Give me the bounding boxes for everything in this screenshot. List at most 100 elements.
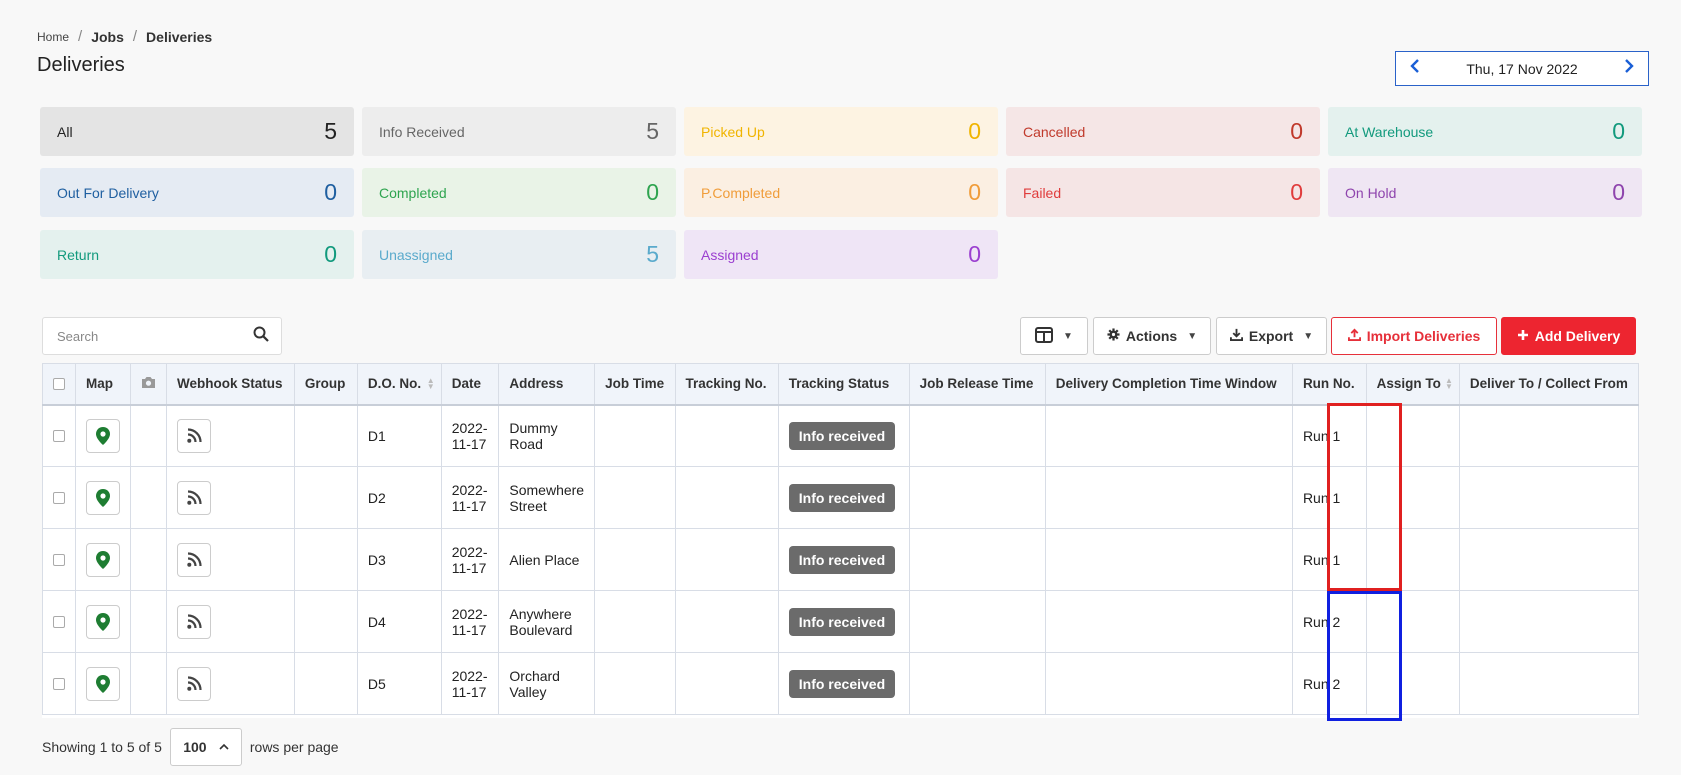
column-label: Assign To [1376,376,1441,392]
map-cell [75,404,131,467]
sort-icon[interactable]: ▲ ▼ [1444,376,1453,391]
table-row[interactable]: D4 2022-11-17 Anywhere Boulevard Info recei… [42,590,1639,653]
column-toggle-button[interactable]: ▼ [1020,317,1088,355]
column-header[interactable]: Map [75,363,131,406]
table-row[interactable]: D2 2022-11-17 Somewhere Street Info receive… [42,466,1639,529]
column-header[interactable]: Job Time [594,363,676,406]
status-card[interactable]: Picked Up 0 [684,107,998,156]
column-header[interactable]: Deliver To / Collect From [1458,363,1639,406]
search-input[interactable] [55,327,225,345]
status-card[interactable]: Unassigned 5 [362,230,676,279]
column-header[interactable]: D.O. No. ▲ ▼ [356,363,442,406]
status-card-count: 0 [968,179,981,205]
select-all-checkbox[interactable] [53,377,65,390]
status-card-count: 0 [1612,179,1625,205]
table-row[interactable]: D1 2022-11-17 Dummy Road Info received Run 1 [42,404,1639,467]
status-card-label: Return [57,246,100,263]
row-checkbox[interactable] [53,553,65,566]
deliver-to-cell [1458,466,1639,529]
deliveries-table-container: Map Webhook Status Group D.O. No. ▲ ▼ Date… [42,363,1639,718]
map-pin-icon[interactable] [86,604,120,639]
rss-icon[interactable] [177,418,211,453]
status-card[interactable]: Completed 0 [362,168,676,217]
export-button[interactable]: Export ▼ [1216,317,1327,355]
row-checkbox[interactable] [53,429,65,442]
status-card-count: 0 [968,241,981,267]
tracking-status-cell: Info received [777,652,910,715]
status-card[interactable]: On Hold 0 [1328,168,1642,217]
status-card[interactable]: Out For Delivery 0 [40,168,354,217]
status-card[interactable]: All 5 [40,107,354,156]
column-header[interactable]: Date [440,363,500,406]
status-card[interactable]: Return 0 [40,230,354,279]
column-header[interactable]: Delivery Completion Time Window [1044,363,1293,406]
completion-window-cell [1044,590,1293,653]
status-card-count: 0 [1290,118,1303,144]
column-header[interactable]: Address [498,363,596,406]
status-card[interactable]: P.Completed 0 [684,168,998,217]
rss-icon[interactable] [177,542,211,577]
breadcrumb-home[interactable]: Home [37,29,70,44]
status-card[interactable]: At Warehouse 0 [1328,107,1642,156]
assign-to-cell[interactable] [1365,528,1460,591]
row-checkbox[interactable] [53,615,65,628]
column-header[interactable]: Job Release Time [908,363,1046,406]
assign-to-cell[interactable] [1365,466,1460,529]
actions-label: Actions [1125,328,1178,344]
photo-cell [130,404,167,467]
map-pin-icon[interactable] [86,542,120,577]
job-time-cell [594,590,676,653]
photo-cell [130,466,167,529]
status-card-count: 0 [1612,118,1625,144]
run-number-cell: Run 1 [1291,528,1367,591]
row-checkbox[interactable] [53,677,65,690]
rss-icon[interactable] [177,480,211,515]
status-card[interactable]: Failed 0 [1006,168,1320,217]
rss-icon[interactable] [177,604,211,639]
chevron-right-icon[interactable] [1622,59,1636,78]
rows-per-page-select[interactable]: 100 [169,728,242,766]
status-card-label: Picked Up [701,123,765,140]
assign-to-cell[interactable] [1365,404,1460,467]
assign-to-cell[interactable] [1365,652,1460,715]
map-pin-icon[interactable] [86,666,120,701]
import-deliveries-button[interactable]: Import Deliveries [1331,317,1497,355]
select-all-header [42,363,76,406]
chevron-left-icon[interactable] [1408,59,1422,78]
status-card-count: 0 [968,118,981,144]
column-header[interactable]: Run No. [1291,363,1367,406]
breadcrumb-separator: / [78,28,83,45]
webhook-cell [166,652,295,715]
column-header[interactable]: Assign To ▲ ▼ [1365,363,1460,406]
column-header[interactable]: Tracking Status [777,363,910,406]
status-card[interactable]: Cancelled 0 [1006,107,1320,156]
table-row[interactable]: D3 2022-11-17 Alien Place Info received Run … [42,528,1639,591]
add-delivery-button[interactable]: Add Delivery [1501,317,1636,355]
sort-icon[interactable]: ▲ ▼ [426,376,435,391]
map-pin-icon[interactable] [86,480,120,515]
row-select-cell [42,466,76,529]
column-header[interactable]: Webhook Status [166,363,295,406]
tracking-status-cell: Info received [777,466,910,529]
status-card-count: 0 [1290,179,1303,205]
status-card[interactable]: Assigned 0 [684,230,998,279]
assign-to-cell[interactable] [1365,590,1460,653]
rss-icon[interactable] [177,666,211,701]
gear-icon [1107,328,1120,344]
status-badge: Info received [788,669,896,698]
column-header[interactable]: Group [293,363,358,406]
status-card-label: P.Completed [701,184,781,201]
do-number-cell: D4 [356,590,442,653]
breadcrumb-jobs[interactable]: Jobs [91,28,124,45]
search-icon[interactable] [253,326,269,347]
table-row[interactable]: D5 2022-11-17 Orchard Valley Info received R… [42,652,1639,715]
status-card[interactable]: Info Received 5 [362,107,676,156]
map-pin-icon[interactable] [86,418,120,453]
column-header[interactable]: Tracking No. [674,363,779,406]
status-card-label: On Hold [1345,184,1397,201]
row-checkbox[interactable] [53,491,65,504]
group-cell [293,404,358,467]
address-cell: Somewhere Street [498,466,596,529]
do-number-cell: D5 [356,652,442,715]
actions-button[interactable]: Actions ▼ [1093,317,1211,355]
